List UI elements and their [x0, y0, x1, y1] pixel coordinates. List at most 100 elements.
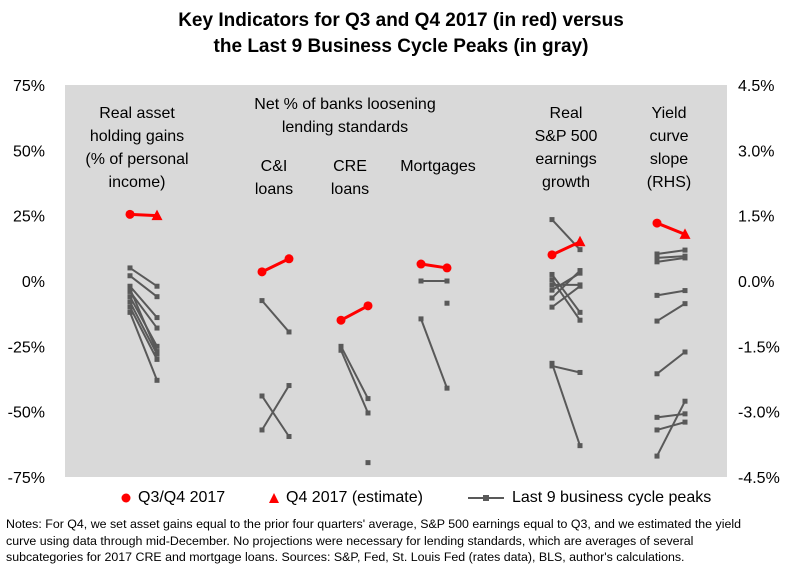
category-label-yield: slope	[650, 151, 688, 168]
notes-line-1: Notes: For Q4, we set asset gains equal …	[6, 517, 741, 531]
peak-point-cre	[365, 396, 371, 402]
peak-line-yield	[656, 249, 686, 255]
current-point-q4-estimate-asset	[151, 209, 163, 221]
peak-point-yield	[682, 255, 688, 261]
legend-item-current: Q3/Q4 2017	[120, 489, 225, 507]
left-axis-tick-label: -50%	[8, 405, 45, 422]
category-label-asset: Real asset	[99, 105, 175, 122]
peak-line-asset	[129, 306, 158, 360]
peak-point-asset	[127, 265, 133, 271]
peak-point-yield	[682, 398, 688, 404]
current-point-q3-ci	[257, 267, 267, 277]
right-axis-tick-label: -4.5%	[738, 470, 780, 487]
category-label-cre: CRE	[333, 158, 367, 175]
peak-line-yield	[656, 289, 686, 297]
peak-point-sp	[577, 247, 583, 253]
current-point-q4-estimate-yield	[679, 228, 691, 239]
peak-point-sp	[549, 282, 555, 288]
peak-line-sp	[551, 269, 581, 299]
peak-point-yield	[682, 288, 688, 294]
peak-point-yield	[654, 259, 660, 265]
peak-point-asset	[154, 294, 160, 300]
peak-point-yield	[654, 414, 660, 420]
peak-line-sp	[551, 285, 581, 308]
lending-group-label: Net % of banks loosening	[254, 96, 435, 113]
peak-point-asset	[154, 377, 160, 383]
peak-line-yield	[656, 412, 686, 419]
peak-line-yield	[656, 400, 686, 457]
peak-point-cre	[365, 460, 371, 466]
current-point-q4-ci	[284, 254, 294, 264]
lending-group-label: lending standards	[282, 119, 408, 136]
plot-area	[65, 85, 727, 477]
category-label-asset: holding gains	[90, 128, 184, 145]
peak-line-yield	[656, 255, 686, 259]
peak-point-yield	[682, 411, 688, 417]
peak-point-yield	[654, 292, 660, 298]
legend-item-estimate: Q4 2017 (estimate)	[268, 489, 423, 507]
peak-point-asset	[127, 294, 133, 300]
current-line-sp	[551, 240, 581, 257]
legend-label-estimate: Q4 2017 (estimate)	[286, 489, 423, 506]
peak-point-asset	[154, 343, 160, 349]
peak-point-asset	[127, 283, 133, 289]
category-label-yield: Yield	[652, 105, 687, 122]
right-axis-tick-label: 0.0%	[738, 274, 774, 291]
right-axis-tick-label: 4.5%	[738, 78, 774, 95]
peak-point-cre	[338, 343, 344, 349]
left-axis-tick-label: 75%	[13, 78, 45, 95]
legend-label-current: Q3/Q4 2017	[138, 489, 226, 506]
red-triangle-icon	[269, 492, 279, 503]
current-point-q3-cre	[336, 315, 346, 325]
right-axis-tick-label: 1.5%	[738, 209, 774, 226]
peak-point-yield	[654, 255, 660, 261]
notes-line-3: subcategories for 2017 CRE and mortgage …	[6, 550, 685, 564]
category-label-yield: curve	[649, 128, 688, 145]
peak-line-asset	[129, 301, 158, 355]
peak-line-asset	[129, 288, 158, 352]
peak-point-asset	[127, 299, 133, 305]
current-line-cre	[340, 304, 369, 322]
peak-line-ci	[261, 385, 290, 431]
category-label-sp: Real	[550, 105, 583, 122]
peak-line-sp	[551, 362, 581, 446]
peak-line-asset	[129, 285, 158, 319]
current-line-ci	[261, 257, 290, 274]
category-label-ci: C&I	[261, 158, 288, 175]
legend-item-peaks: Last 9 business cycle peaks	[466, 489, 711, 507]
category-label-sp: growth	[542, 174, 590, 191]
peak-line-ci	[261, 395, 290, 438]
right-axis-tick-label: -3.0%	[738, 405, 780, 422]
peak-line-sp	[551, 364, 581, 374]
left-axis-tick-label: 25%	[13, 209, 45, 226]
current-line-asset	[129, 212, 158, 218]
right-axis-tick-label: 3.0%	[738, 143, 774, 160]
peak-point-asset	[154, 283, 160, 289]
peak-point-sp	[549, 360, 555, 366]
peak-point-sp	[549, 217, 555, 223]
peak-point-asset	[154, 325, 160, 331]
peak-point-asset	[127, 288, 133, 294]
current-point-q4-estimate-sp	[574, 235, 586, 247]
peak-point-ci	[286, 329, 292, 335]
peak-point-mort	[444, 385, 450, 391]
peak-line-mort	[420, 318, 448, 389]
peak-point-sp	[549, 271, 555, 277]
peak-point-mort	[444, 278, 450, 284]
peak-point-sp	[577, 317, 583, 323]
current-point-q3-sp	[547, 250, 557, 260]
red-circle-icon	[121, 493, 131, 503]
chart-notes: Notes: For Q4, we set asset gains equal …	[6, 516, 798, 566]
left-axis-tick-label: -75%	[8, 470, 45, 487]
peak-line-yield	[656, 421, 686, 431]
peak-point-yield	[654, 453, 660, 459]
peak-line-sp	[551, 273, 581, 313]
peak-line-cre	[340, 349, 369, 414]
peak-point-sp	[549, 277, 555, 283]
current-point-q3-asset	[125, 209, 135, 219]
peak-point-asset	[127, 273, 133, 279]
peak-point-asset	[127, 286, 133, 292]
current-line-yield	[656, 221, 686, 236]
peak-point-sp	[577, 268, 583, 274]
category-label-ci: loans	[255, 181, 293, 198]
